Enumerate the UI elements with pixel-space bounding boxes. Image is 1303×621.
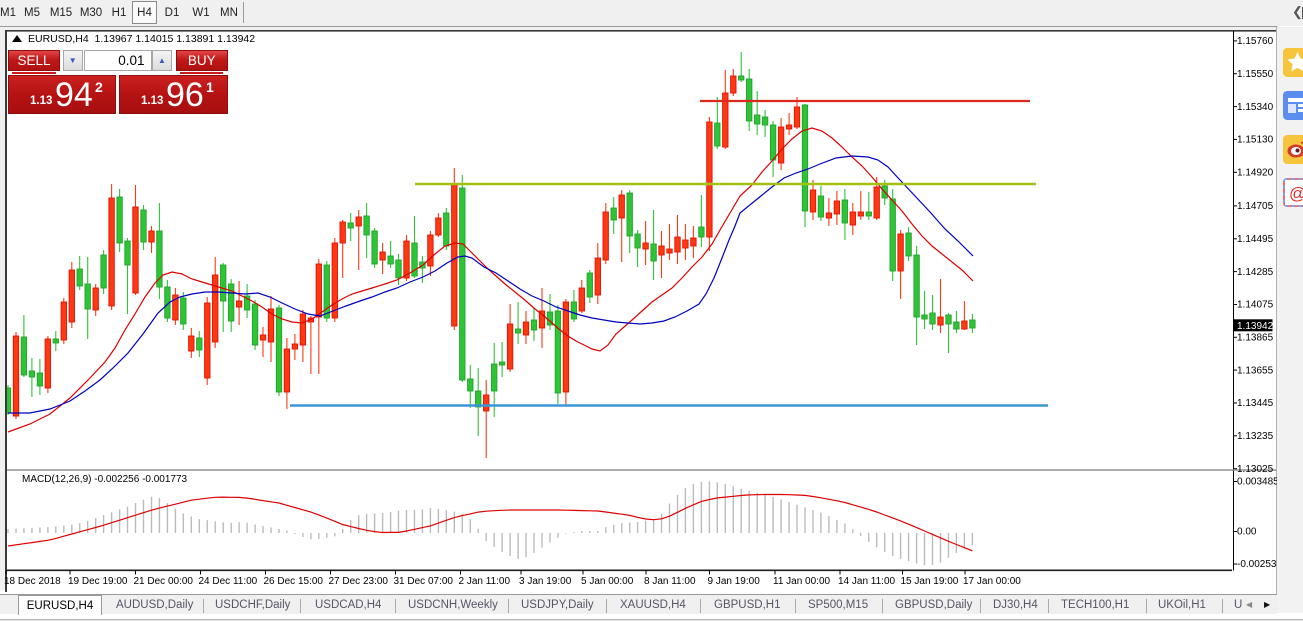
svg-text:1.15760: 1.15760 — [1237, 36, 1274, 47]
svg-text:0.003485: 0.003485 — [1237, 477, 1279, 488]
svg-text:1.15130: 1.15130 — [1237, 135, 1274, 146]
svg-text:-0.00253: -0.00253 — [1237, 559, 1277, 570]
svg-text:14 Jan 11:00: 14 Jan 11:00 — [838, 576, 896, 587]
svg-text:15 Jan 19:00: 15 Jan 19:00 — [901, 576, 959, 587]
svg-text:18 Dec 2018: 18 Dec 2018 — [4, 576, 61, 587]
svg-text:24 Dec 11:00: 24 Dec 11:00 — [199, 576, 258, 587]
svg-text:1.15340: 1.15340 — [1237, 102, 1274, 113]
svg-text:@: @ — [1289, 184, 1303, 203]
svg-text:1.13025: 1.13025 — [1237, 464, 1274, 475]
svg-text:8 Jan 11:00: 8 Jan 11:00 — [644, 576, 696, 587]
svg-text:1.14705: 1.14705 — [1237, 201, 1274, 212]
svg-text:3 Jan 19:00: 3 Jan 19:00 — [519, 576, 572, 587]
svg-text:1.13445: 1.13445 — [1237, 398, 1274, 409]
svg-text:31 Dec 07:00: 31 Dec 07:00 — [394, 576, 454, 587]
svg-text:1.14285: 1.14285 — [1237, 267, 1274, 278]
svg-text:5 Jan 00:00: 5 Jan 00:00 — [581, 576, 634, 587]
svg-text:17 Jan 00:00: 17 Jan 00:00 — [963, 576, 1021, 587]
svg-text:0.00: 0.00 — [1237, 527, 1257, 538]
svg-text:MACD(12,26,9) -0.002256 -0.001: MACD(12,26,9) -0.002256 -0.001773 — [22, 474, 188, 485]
svg-text:1.13865: 1.13865 — [1237, 333, 1274, 344]
svg-text:26 Dec 15:00: 26 Dec 15:00 — [264, 576, 324, 587]
svg-text:1.14075: 1.14075 — [1237, 300, 1274, 311]
svg-text:9 Jan 19:00: 9 Jan 19:00 — [708, 576, 761, 587]
svg-text:19 Dec 19:00: 19 Dec 19:00 — [68, 576, 128, 587]
svg-text:1.14495: 1.14495 — [1237, 234, 1274, 245]
svg-text:11 Jan 00:00: 11 Jan 00:00 — [773, 576, 831, 587]
svg-text:2 Jan 11:00: 2 Jan 11:00 — [459, 576, 511, 587]
svg-text:1.15550: 1.15550 — [1237, 69, 1274, 80]
svg-text:1.13942: 1.13942 — [1237, 321, 1274, 332]
svg-text:1.13235: 1.13235 — [1237, 431, 1274, 442]
svg-text:1.14920: 1.14920 — [1237, 168, 1274, 179]
svg-text:21 Dec 00:00: 21 Dec 00:00 — [134, 576, 194, 587]
svg-text:1.13655: 1.13655 — [1237, 365, 1274, 376]
svg-text:27 Dec 23:00: 27 Dec 23:00 — [329, 576, 389, 587]
